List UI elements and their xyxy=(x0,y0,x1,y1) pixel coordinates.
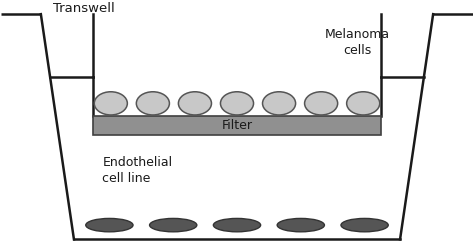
Ellipse shape xyxy=(341,218,388,232)
Ellipse shape xyxy=(94,92,128,115)
Ellipse shape xyxy=(137,92,169,115)
Text: Filter: Filter xyxy=(221,119,253,132)
Ellipse shape xyxy=(305,92,337,115)
Ellipse shape xyxy=(263,92,296,115)
Text: Transwell: Transwell xyxy=(53,2,114,15)
Ellipse shape xyxy=(150,218,197,232)
Ellipse shape xyxy=(86,218,133,232)
Ellipse shape xyxy=(277,218,324,232)
Ellipse shape xyxy=(213,218,261,232)
Bar xyxy=(93,116,381,134)
Ellipse shape xyxy=(220,92,254,115)
Ellipse shape xyxy=(346,92,380,115)
Text: Melanoma
cells: Melanoma cells xyxy=(325,28,390,57)
Text: Endothelial
cell line: Endothelial cell line xyxy=(102,156,173,185)
Ellipse shape xyxy=(178,92,211,115)
